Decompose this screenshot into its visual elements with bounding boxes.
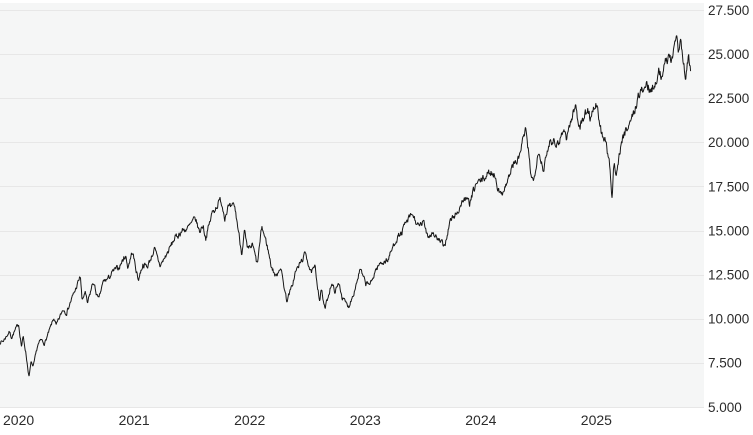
x-axis-label: 2021 [119,412,150,428]
y-axis-label: 20.000 [708,135,749,150]
x-axis-label: 2022 [234,412,265,428]
y-axis-label: 25.000 [708,47,749,62]
y-axis-label: 10.000 [708,312,749,327]
y-axis-label: 7.500 [708,356,742,371]
y-axis-label: 17.500 [708,179,749,194]
y-axis-label: 15.000 [708,223,749,238]
y-axis-label: 5.000 [708,400,742,415]
plot-background [0,3,704,408]
x-axis-label: 2025 [581,412,612,428]
x-axis-label: 2024 [465,412,496,428]
y-axis-label: 12.500 [708,267,749,282]
x-axis-label: 2023 [350,412,381,428]
y-axis-label: 22.500 [708,91,749,106]
x-axis-label: 2020 [3,412,34,428]
price-line [0,35,692,377]
y-axis-label: 27.500 [708,3,749,18]
